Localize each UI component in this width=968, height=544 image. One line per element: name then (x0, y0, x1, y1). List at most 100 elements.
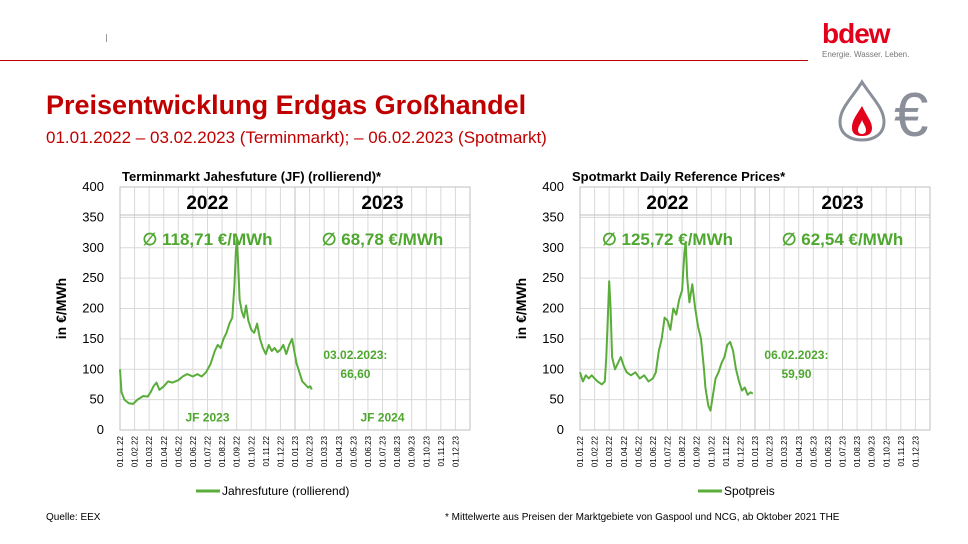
energy-icons: € (838, 79, 928, 142)
y-tick-label: 100 (542, 361, 564, 376)
last-value-date: 06.02.2023: (764, 348, 828, 362)
y-tick-label: 50 (550, 392, 564, 407)
logo-text: bdew (822, 18, 891, 49)
y-tick-label: 150 (82, 331, 104, 346)
x-tick-label: 01.03.22 (145, 435, 154, 467)
x-tick-label: 01.06.23 (824, 435, 833, 467)
x-tick-label: 01.02.23 (306, 435, 315, 467)
year-label: 2023 (821, 193, 863, 214)
x-tick-label: 01.12.23 (451, 435, 460, 467)
last-value: 66,60 (340, 367, 370, 381)
logo-tagline: Energie. Wasser. Leben. (822, 50, 910, 59)
x-tick-label: 01.07.22 (664, 435, 673, 467)
year-label: 2022 (646, 193, 688, 214)
flame-drop-icon (838, 79, 886, 142)
x-tick-label: 01.11.23 (437, 435, 446, 466)
x-tick-label: 01.05.23 (809, 435, 818, 467)
last-value-date: 03.02.2023: (323, 348, 387, 362)
y-tick-label: 300 (542, 240, 564, 255)
x-tick-label: 01.01.23 (751, 435, 760, 467)
average-label: ∅ 62,54 €/MWh (782, 230, 904, 249)
page-title: Preisentwicklung Erdgas Großhandel (46, 90, 527, 120)
period-label: JF 2023 (185, 410, 229, 424)
y-tick-label: 200 (82, 301, 104, 316)
average-label: ∅ 125,72 €/MWh (602, 230, 733, 249)
footnote: * Mittelwerte aus Preisen der Marktgebie… (445, 512, 840, 523)
chart-title: Spotmarkt Daily Reference Prices* (572, 169, 786, 184)
x-tick-label: 01.04.22 (160, 435, 169, 467)
x-tick-label: 01.11.23 (897, 435, 906, 466)
legend-label: Spotpreis (724, 484, 775, 498)
y-tick-label: 350 (542, 209, 564, 224)
x-tick-label: 01.04.23 (335, 435, 344, 467)
x-tick-label: 01.01.22 (576, 435, 585, 467)
y-tick-label: 250 (542, 270, 564, 285)
y-tick-label: 0 (557, 422, 564, 437)
x-tick-label: 01.04.22 (620, 435, 629, 467)
x-tick-label: 01.03.22 (605, 435, 614, 467)
x-tick-label: 01.04.23 (795, 435, 804, 467)
page-subtitle: 01.01.2022 – 03.02.2023 (Terminmarkt); –… (46, 128, 547, 147)
source-note: Quelle: EEX (46, 512, 101, 523)
last-value: 59,90 (781, 367, 811, 381)
year-label: 2023 (361, 193, 403, 214)
x-tick-label: 01.11.22 (722, 435, 731, 466)
series-line (119, 237, 313, 405)
x-tick-label: 01.10.22 (707, 435, 716, 467)
terminmarkt-chart: Terminmarkt Jahesfuture (JF) (rollierend… (53, 169, 471, 498)
x-tick-label: 01.10.23 (882, 435, 891, 467)
bdew-logo: bdew Energie. Wasser. Leben. (822, 18, 912, 60)
x-tick-label: 01.07.23 (379, 435, 388, 467)
y-tick-label: 100 (82, 361, 104, 376)
euro-icon: € (894, 81, 928, 142)
x-tick-label: 01.05.22 (174, 435, 183, 467)
x-tick-label: 01.06.22 (649, 435, 658, 467)
y-tick-label: 350 (82, 209, 104, 224)
y-axis-label: in €/MWh (53, 278, 69, 339)
period-label: JF 2024 (360, 410, 404, 424)
y-tick-label: 300 (82, 240, 104, 255)
spotmarkt-chart: Spotmarkt Daily Reference Prices* in €/MW… (513, 169, 931, 498)
y-tick-label: 0 (97, 422, 104, 437)
x-tick-label: 01.12.22 (276, 435, 285, 467)
header-divider (0, 60, 808, 61)
x-tick-label: 01.05.22 (634, 435, 643, 467)
x-tick-label: 01.09.23 (868, 435, 877, 467)
y-tick-label: 150 (542, 331, 564, 346)
x-tick-label: 01.12.22 (736, 435, 745, 467)
y-axis-label: in €/MWh (513, 278, 529, 339)
y-tick-label: 50 (90, 392, 104, 407)
y-tick-label: 400 (542, 179, 564, 194)
average-label: ∅ 68,78 €/MWh (322, 230, 444, 249)
x-tick-label: 01.10.23 (422, 435, 431, 467)
x-tick-label: 01.07.23 (839, 435, 848, 467)
x-tick-label: 01.12.23 (911, 435, 920, 467)
x-tick-label: 01.08.22 (678, 435, 687, 467)
y-tick-label: 250 (82, 270, 104, 285)
year-label: 2022 (186, 193, 228, 214)
x-tick-label: 01.11.22 (262, 435, 271, 466)
x-tick-label: 01.06.22 (189, 435, 198, 467)
x-tick-label: 01.09.22 (693, 435, 702, 467)
x-tick-label: 01.05.23 (349, 435, 358, 467)
x-tick-label: 01.09.22 (233, 435, 242, 467)
x-tick-label: 01.06.23 (364, 435, 373, 467)
x-tick-label: 01.07.22 (204, 435, 213, 467)
x-tick-label: 01.08.23 (853, 435, 862, 467)
x-tick-label: 01.03.23 (320, 435, 329, 467)
x-tick-label: 01.09.23 (408, 435, 417, 467)
series-line (579, 240, 754, 412)
x-tick-label: 01.10.22 (247, 435, 256, 467)
x-tick-label: 01.03.23 (780, 435, 789, 467)
x-tick-label: 01.01.22 (116, 435, 125, 467)
chart-title: Terminmarkt Jahesfuture (JF) (rollierend… (122, 169, 382, 184)
x-tick-label: 01.02.22 (131, 435, 140, 467)
x-tick-label: 01.08.22 (218, 435, 227, 467)
svg-text:€: € (894, 81, 928, 142)
legend-label: Jahresfuture (rollierend) (222, 484, 349, 498)
slide-marker (106, 34, 107, 42)
x-tick-label: 01.01.23 (291, 435, 300, 467)
y-tick-label: 200 (542, 301, 564, 316)
x-tick-label: 01.08.23 (393, 435, 402, 467)
average-label: ∅ 118,71 €/MWh (142, 230, 272, 249)
